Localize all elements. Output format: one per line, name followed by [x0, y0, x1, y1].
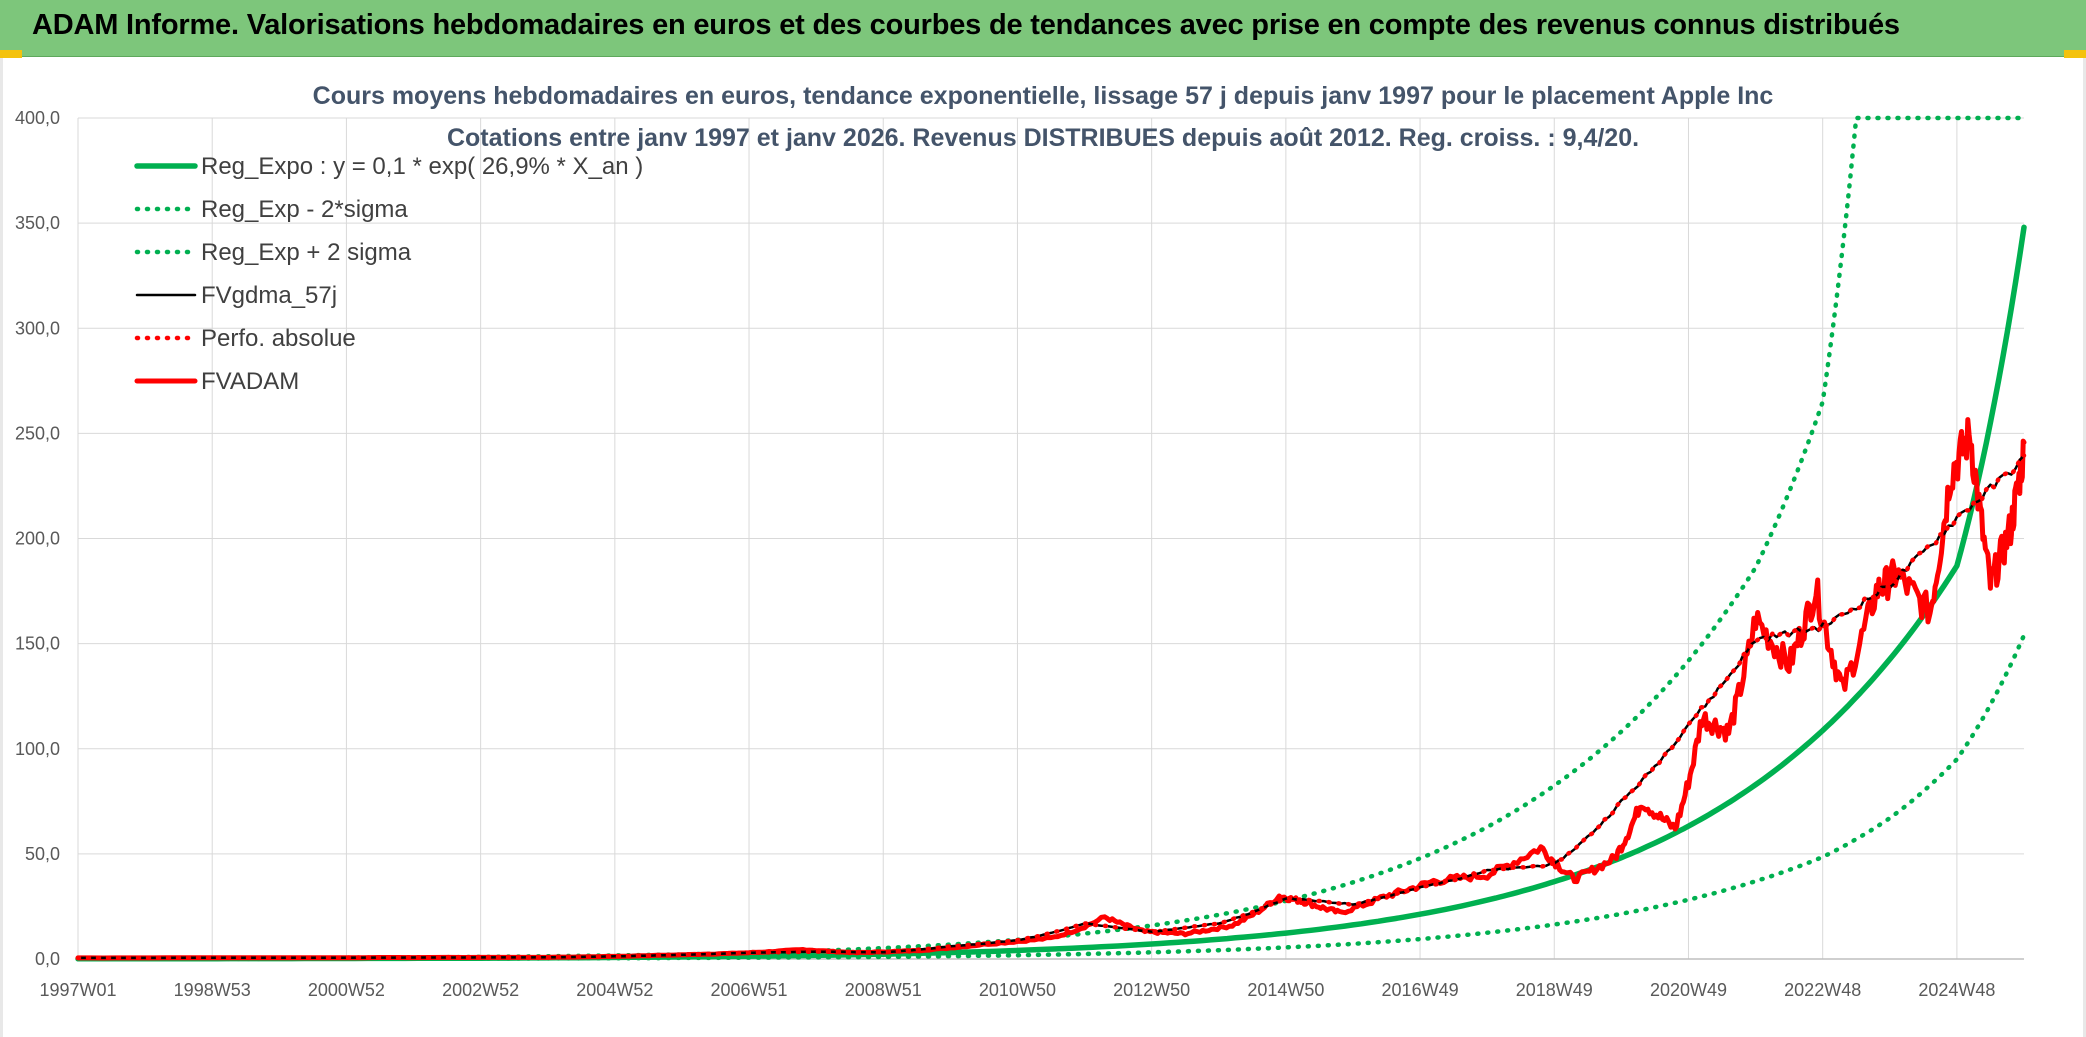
y-tick-label: 50,0	[25, 844, 60, 864]
x-tick-label: 2006W51	[711, 980, 788, 1000]
legend-label: Reg_Expo : y = 0,1 * exp( 26,9% * X_an )	[201, 153, 643, 180]
frame-edge-left	[0, 58, 3, 1037]
x-tick-label: 2024W48	[1918, 980, 1995, 1000]
legend-label: Perfo. absolue	[201, 325, 356, 352]
legend-label: Reg_Exp - 2*sigma	[201, 196, 408, 223]
page-title: ADAM Informe. Valorisations hebdomadaire…	[32, 9, 1900, 41]
x-tick-label: 2022W48	[1784, 980, 1861, 1000]
x-tick-label: 2004W52	[576, 980, 653, 1000]
chart-legend: Reg_Expo : y = 0,1 * exp( 26,9% * X_an )…	[134, 153, 643, 395]
line-chart: Cours moyens hebdomadaires en euros, ten…	[15, 82, 2027, 1000]
x-axis-ticks: 1997W01 1998W53 2000W52 2002W52 2004W52 2006W…	[39, 980, 1995, 1000]
chart-series	[75, 115, 2027, 962]
frame-edge-right	[2083, 58, 2086, 1037]
x-tick-label: 1998W53	[174, 980, 251, 1000]
x-tick-label: 2018W49	[1516, 980, 1593, 1000]
header-banner: ADAM Informe. Valorisations hebdomadaire…	[0, 0, 2086, 57]
chart-title-line-1: Cours moyens hebdomadaires en euros, ten…	[313, 82, 1774, 110]
legend-label: FVgdma_57j	[201, 282, 337, 309]
x-tick-label: 1997W01	[39, 980, 116, 1000]
series-line-4	[75, 453, 2027, 961]
x-tick-label: 2020W49	[1650, 980, 1727, 1000]
y-tick-label: 200,0	[15, 529, 60, 549]
x-tick-label: 2000W52	[308, 980, 385, 1000]
series-line-0	[75, 224, 2027, 962]
y-tick-label: 150,0	[15, 634, 60, 654]
series-line-3	[76, 454, 2026, 960]
x-tick-label: 2010W50	[979, 980, 1056, 1000]
x-tick-label: 2012W50	[1113, 980, 1190, 1000]
series-line-5	[75, 417, 2027, 961]
y-tick-label: 300,0	[15, 318, 60, 338]
x-tick-label: 2016W49	[1382, 980, 1459, 1000]
y-tick-label: 400,0	[15, 108, 60, 128]
series-line-1	[75, 632, 2027, 962]
legend-label: Reg_Exp + 2 sigma	[201, 239, 412, 266]
series-line-2	[75, 115, 2027, 961]
y-tick-label: 350,0	[15, 213, 60, 233]
x-tick-label: 2014W50	[1247, 980, 1324, 1000]
x-tick-label: 2008W51	[845, 980, 922, 1000]
chart-title-line-2: Cotations entre janv 1997 et janv 2026. …	[447, 124, 1639, 152]
y-tick-label: 250,0	[15, 423, 60, 443]
y-tick-label: 0,0	[35, 949, 60, 969]
legend-label: FVADAM	[201, 368, 299, 395]
x-tick-label: 2002W52	[442, 980, 519, 1000]
chart-gridlines	[77, 117, 2024, 960]
corner-accent-left	[0, 50, 22, 58]
y-tick-label: 100,0	[15, 739, 60, 759]
corner-accent-right	[2064, 50, 2086, 58]
y-axis-ticks: 0,0 50,0 100,0 150,0 200,0 250,0 300,0 350,0 400…	[15, 108, 60, 969]
